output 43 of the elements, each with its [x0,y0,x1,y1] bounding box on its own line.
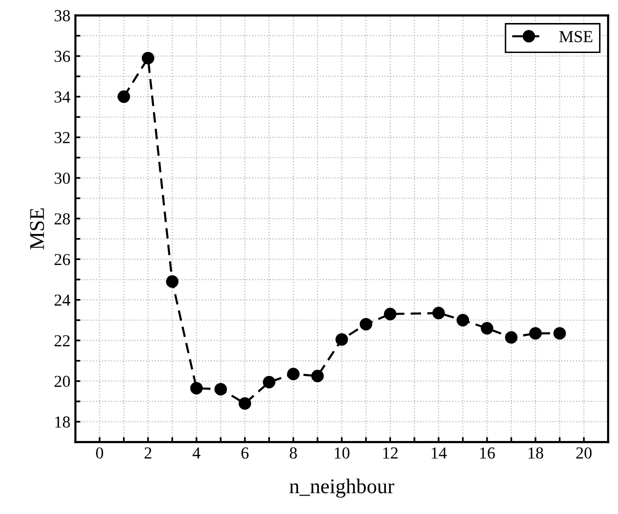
x-axis-title: n_neighbour [290,478,394,498]
point [118,90,130,103]
y-tick-label: 28 [54,213,70,225]
y-axis-title: MSE [30,208,44,250]
y-tick-label: 22 [54,335,70,346]
point [238,397,252,410]
x-tick-label: 4 [192,447,200,458]
x-tick-label: 12 [383,447,398,458]
y-tick-label: 30 [54,172,70,184]
y-tick-label: 34 [54,91,70,103]
x-tick-label: 16 [480,447,495,459]
point [190,382,203,394]
point [480,322,494,335]
point [529,327,542,340]
point [311,370,324,382]
point [262,376,276,388]
x-tick-label: 0 [96,447,104,459]
point [384,308,396,320]
point [287,368,300,380]
legend-label: MSE [559,31,592,42]
y-tick-label: 26 [54,254,70,266]
x-tick-label: 6 [241,447,249,459]
x-tick-label: 20 [576,447,592,459]
y-tick-label: 32 [54,132,70,144]
x-tick-label: 8 [290,447,297,459]
point [432,306,445,320]
x-tick-label: 14 [432,447,447,458]
point [505,331,518,344]
y-tick-label: 20 [54,376,70,388]
point [456,314,470,326]
y-tick-label: 38 [54,10,70,22]
point [166,275,179,288]
point [142,52,154,64]
point [214,382,227,396]
y-tick-label: 18 [55,416,70,428]
y-tick-label: 36 [54,50,70,62]
x-tick-label: 2 [144,447,152,458]
point [553,327,566,340]
y-tick-label: 24 [54,294,70,306]
point [336,333,348,346]
x-tick-label: 10 [334,447,350,459]
x-tick-label: 18 [528,447,544,459]
point [360,318,372,330]
